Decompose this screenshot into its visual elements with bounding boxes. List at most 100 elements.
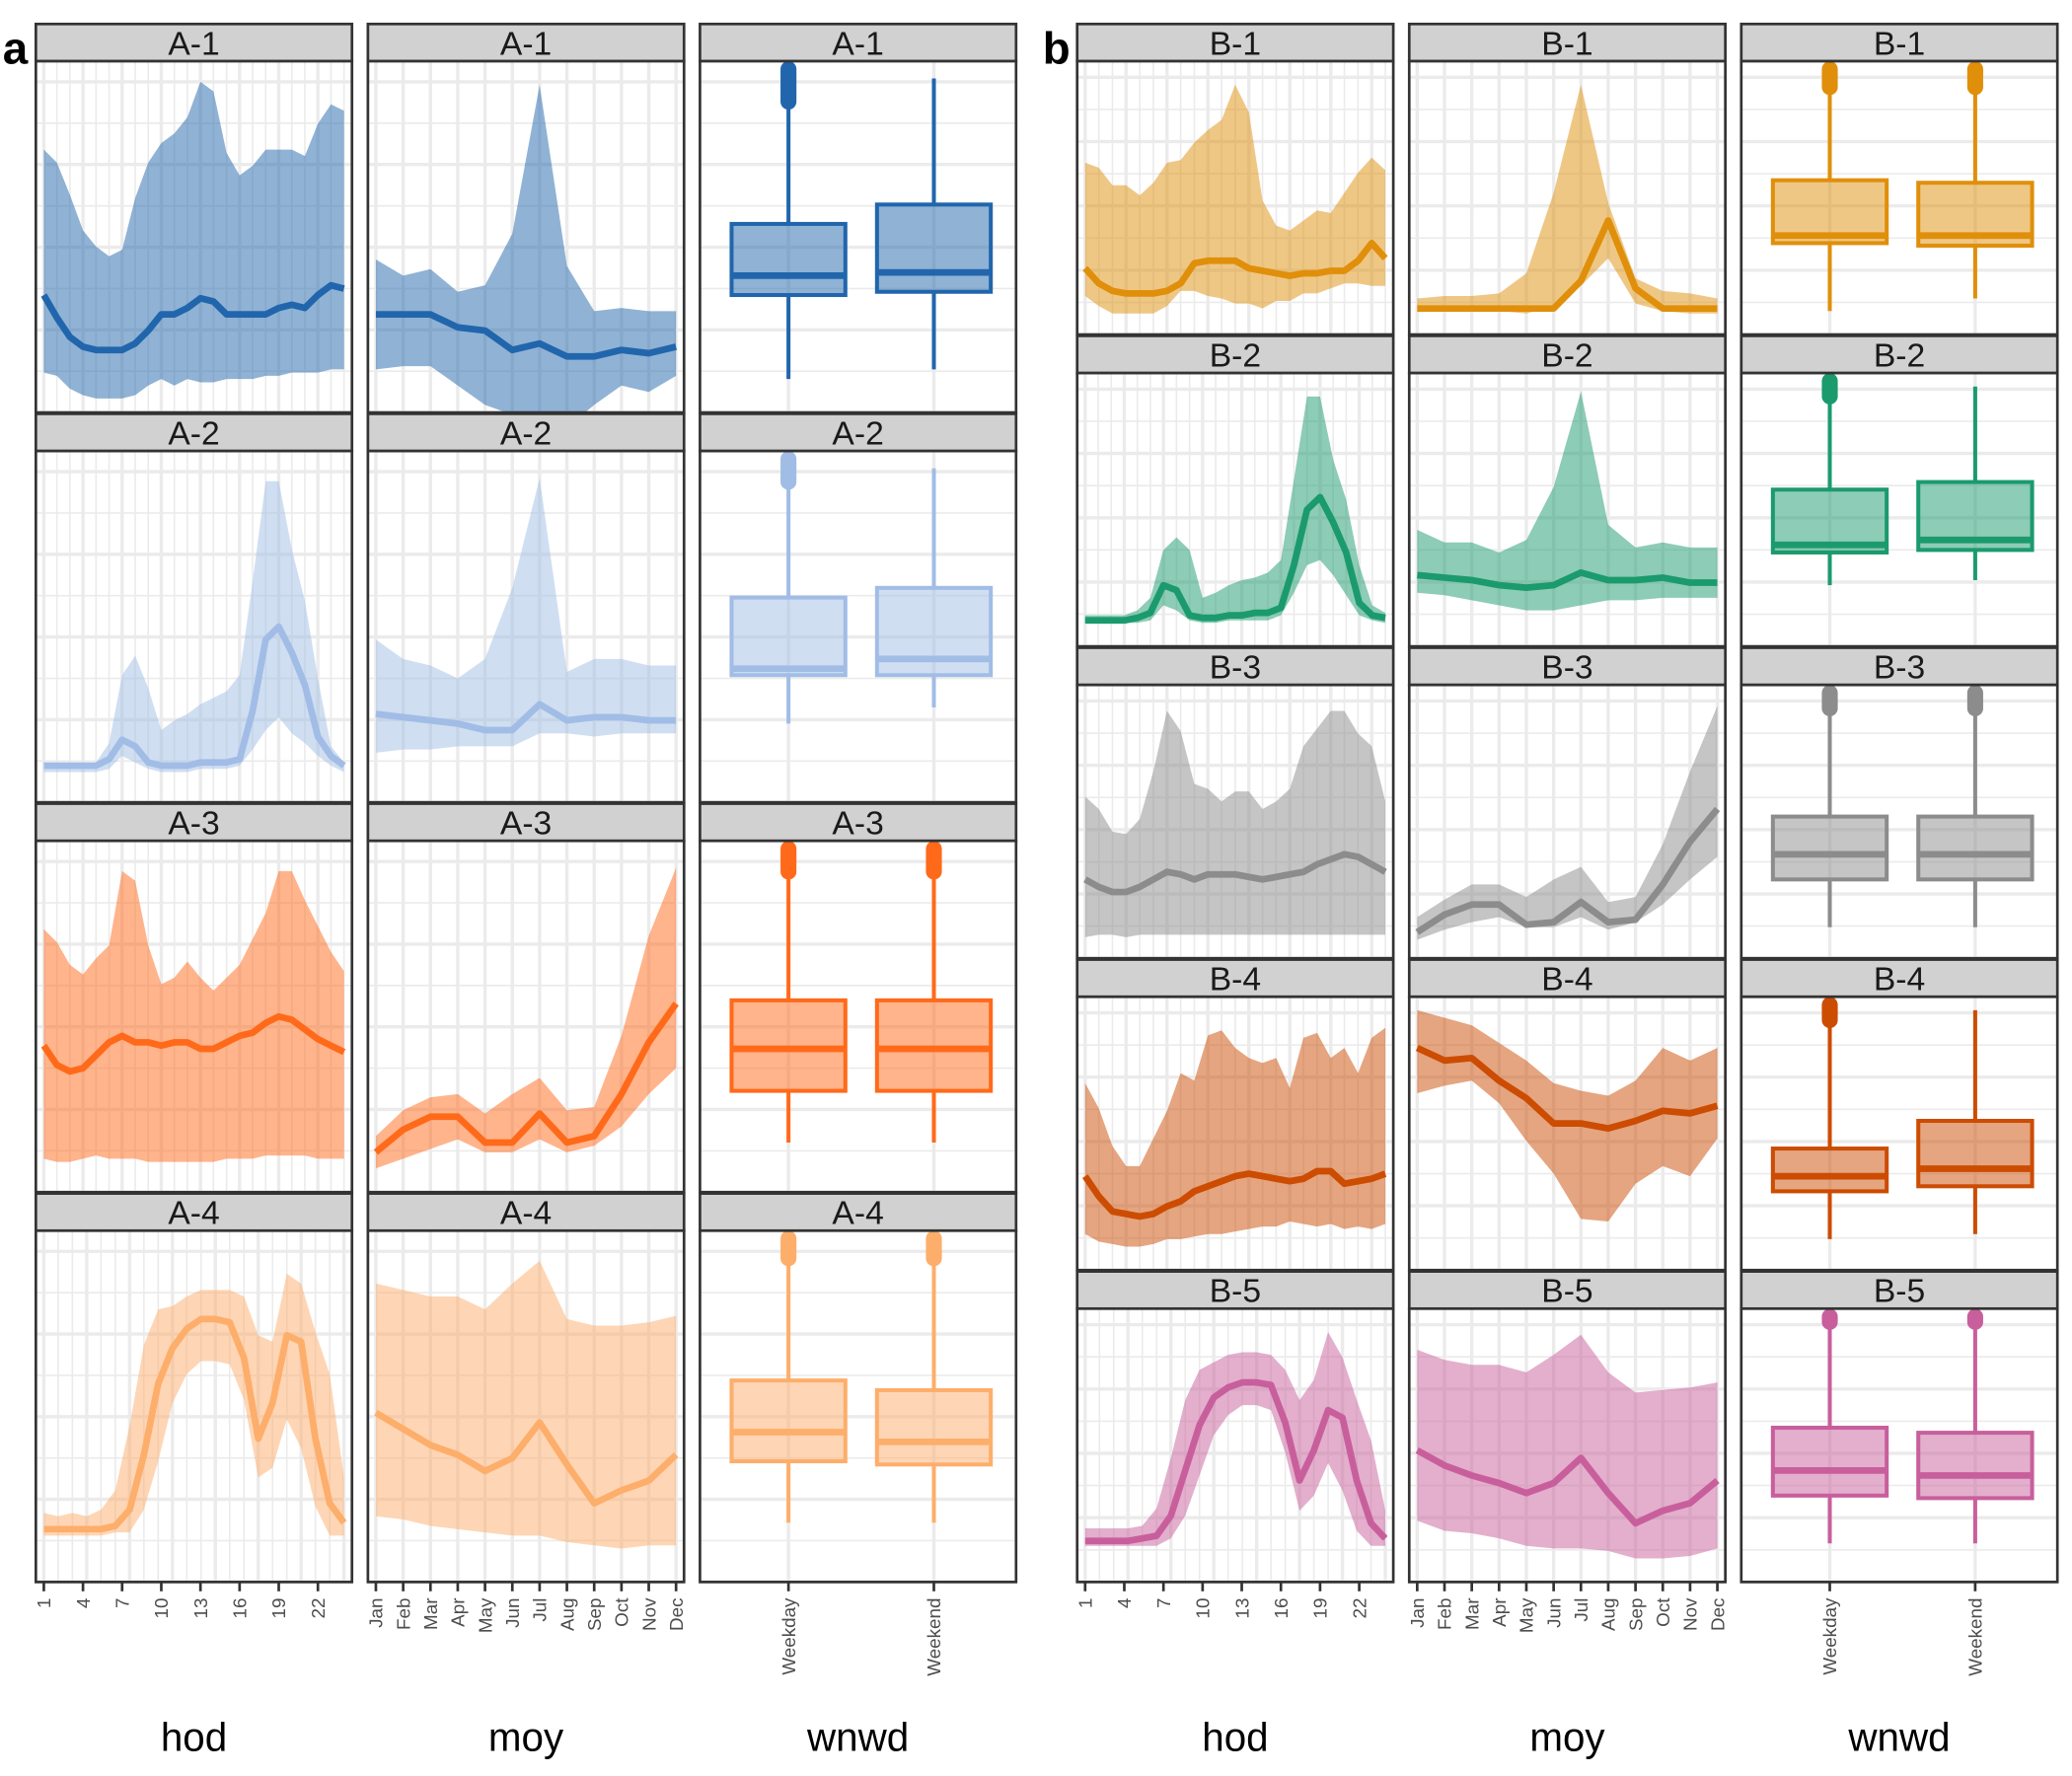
facet-a-3-wnwd: A-3 [699, 802, 1018, 1194]
range-ribbon [43, 870, 344, 1162]
facet-a-4-moy: A-4 Jan Feb Mar Apr May Jun Jul Aug Sep Oct Nov Dec [366, 1192, 687, 1633]
facet-b-4-wnwd: B-4 [1739, 958, 2059, 1272]
range-ribbon [1417, 1334, 1718, 1559]
x-tick-label: Aug [1598, 1598, 1619, 1632]
x-tick-label: Weekend [924, 1598, 944, 1676]
x-tick-label: Sep [1625, 1598, 1646, 1632]
range-ribbon [43, 481, 344, 773]
facet-strip [1075, 22, 1395, 63]
facet-strip-label: A-3 [832, 805, 883, 842]
facet-a-1-moy: A-1 [366, 22, 686, 428]
boxplot-weekend [1916, 386, 2035, 580]
range-ribbon [1084, 396, 1386, 624]
facet-strip-label: B-4 [1874, 962, 1925, 999]
outlier-points [925, 841, 942, 880]
facet-strip-label: A-4 [832, 1196, 883, 1232]
x-tick-label: 1 [34, 1598, 54, 1608]
x-axis: Jan Feb Mar Apr May Jun Jul Aug Sep Oct Nov Dec [366, 1582, 687, 1633]
x-tick-label: 16 [230, 1598, 251, 1619]
facet-b-1-wnwd: B-1 [1739, 22, 2059, 336]
box-iqr [729, 595, 848, 678]
x-axis-title-moy: moy [488, 1714, 564, 1759]
facet-strip-label: A-4 [168, 1196, 219, 1232]
box-iqr [1916, 1431, 2035, 1501]
mean-line [40, 281, 345, 354]
x-tick-label: Sep [584, 1598, 605, 1632]
facet-a-2-moy: A-2 [366, 412, 686, 804]
facet-strip [366, 802, 686, 843]
facet-strip [1407, 334, 1727, 375]
mean-line [43, 623, 346, 770]
facet-strip-label: B-5 [1874, 1274, 1925, 1310]
x-tick-label: Weekday [1819, 1597, 1840, 1675]
facet-strip-label: B-2 [1541, 337, 1592, 374]
boxplot-weekend [874, 468, 994, 708]
outlier-points [1821, 1308, 1838, 1330]
box-iqr [729, 221, 848, 298]
x-tick-label: Weekday [778, 1597, 799, 1675]
x-tick-label: 10 [1193, 1598, 1214, 1619]
range-ribbon [1417, 1009, 1718, 1221]
box-iqr [1770, 814, 1889, 882]
x-axis: Jan Feb Mar Apr May Jun Jul Aug Sep Oct Nov Dec [1407, 1582, 1728, 1633]
facet-a-3-moy: A-3 [366, 802, 686, 1194]
facet-strip-label: B-4 [1541, 962, 1592, 999]
boxplot-weekend [1916, 685, 2035, 927]
x-tick-label: Apr [1489, 1598, 1510, 1627]
x-tick-label: 1 [1075, 1598, 1096, 1608]
x-axis-title-wnwd: wnwd [806, 1714, 909, 1759]
facet-strip-label: B-1 [1210, 26, 1261, 62]
x-tick-label: Mar [1461, 1598, 1482, 1630]
facet-a-2-hod: A-2 [35, 412, 354, 804]
outlier-points [1966, 685, 1983, 716]
box-iqr [874, 202, 994, 294]
facet-strip-label: B-5 [1541, 1274, 1592, 1310]
mean-line [43, 1315, 347, 1533]
x-tick-label: Weekend [1965, 1598, 1986, 1676]
boxplot-weekday [1770, 61, 1889, 312]
boxplot-weekday [1770, 685, 1889, 927]
mean-line [1084, 1378, 1388, 1545]
x-tick-label: Dec [1707, 1598, 1728, 1631]
facet-strip-label: B-5 [1210, 1274, 1261, 1310]
x-tick-label: Jun [1543, 1598, 1564, 1628]
figure-group-a: a A-1 A-1 A-1 A-2 A-2 A-2 A-3 A-3 A-3 A-4 1 4 7 10 13 16… [3, 22, 1018, 1759]
panel-border [1739, 371, 2059, 648]
x-tick-label: 16 [1271, 1598, 1292, 1619]
outlier-points [925, 1230, 942, 1267]
x-tick-label: Jul [530, 1598, 551, 1622]
facet-strip [1407, 646, 1727, 687]
facet-strip-label: A-3 [500, 805, 552, 842]
panel-border [1407, 683, 1727, 960]
mean-line [373, 1001, 679, 1155]
facet-strip-label: A-4 [500, 1196, 552, 1232]
facet-strip [1407, 1270, 1727, 1310]
x-tick-label: Jan [1407, 1598, 1428, 1628]
panel-border [1075, 683, 1395, 960]
outlier-points [780, 1230, 797, 1267]
facet-b-2-wnwd: B-2 [1739, 334, 2059, 648]
mean-line [1415, 1446, 1720, 1527]
facet-strip-label: A-2 [168, 415, 219, 452]
boxplot-weekend [1916, 1308, 2035, 1544]
facet-b-3-moy: B-3 [1407, 646, 1727, 960]
x-tick-label: 22 [1349, 1598, 1369, 1619]
facet-a-4-wnwd: A-4 Weekday Weekend [699, 1192, 1018, 1676]
facet-b-4-moy: B-4 [1407, 958, 1727, 1272]
outlier-points [780, 451, 797, 490]
facet-b-2-moy: B-2 [1407, 334, 1727, 648]
range-ribbon [375, 85, 677, 428]
facet-strip [1739, 1270, 2059, 1310]
facet-b-3-wnwd: B-3 [1739, 646, 2059, 960]
range-ribbon [1084, 1027, 1386, 1247]
range-ribbon [43, 81, 344, 399]
outlier-points [1821, 373, 1838, 405]
facet-b-3-hod: B-3 [1075, 646, 1395, 960]
facet-strip-label: A-1 [832, 26, 883, 62]
facet-a-2-wnwd: A-2 [699, 412, 1018, 804]
x-tick-label: Nov [638, 1597, 659, 1631]
boxplot-weekend [1916, 1009, 2035, 1234]
panel-tag-a: a [3, 24, 29, 74]
mean-line [375, 701, 677, 734]
boxplot-weekday [729, 451, 848, 724]
